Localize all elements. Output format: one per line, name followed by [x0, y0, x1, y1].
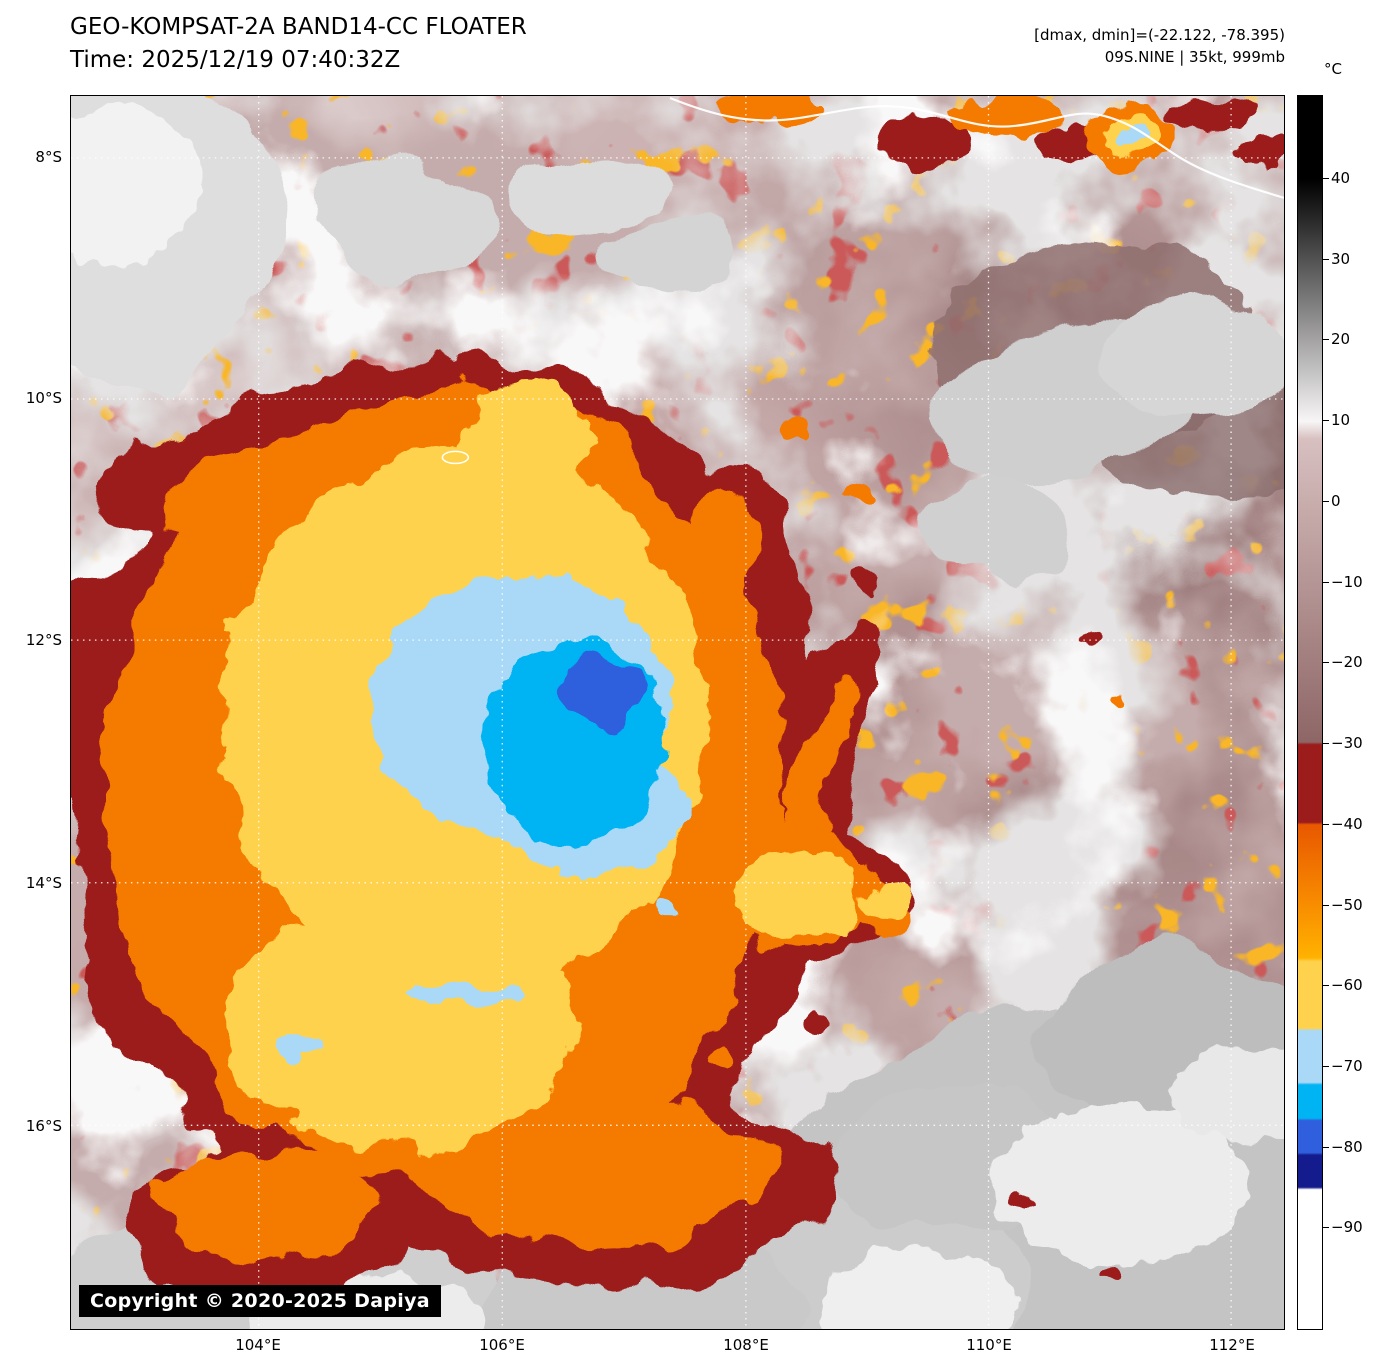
colorbar-tick-label: −10	[1322, 573, 1363, 591]
colorbar-tick-label: 40	[1321, 169, 1351, 187]
graticule	[71, 96, 1284, 1329]
colorbar-tick-label: −20	[1322, 653, 1363, 671]
colorbar-tick-label: −70	[1322, 1057, 1363, 1075]
satellite-ir-scene	[71, 96, 1284, 1329]
lon-tick-label: 106°E	[479, 1336, 525, 1354]
dmax-dmin-readout: [dmax, dmin]=(-22.122, -78.395)	[1034, 26, 1285, 44]
colorbar-tick-label: −40	[1322, 815, 1363, 833]
island-outline	[441, 450, 470, 465]
lat-tick-label: 14°S	[25, 874, 62, 892]
lat-tick-label: 8°S	[35, 148, 62, 166]
colorbar-tick-label: −30	[1322, 734, 1363, 752]
colorbar-tick-label: 30	[1321, 250, 1351, 268]
colorbar-tick-label: −50	[1322, 896, 1363, 914]
lon-tick-label: 104°E	[235, 1336, 281, 1354]
colorbar-tick-label: −80	[1322, 1138, 1363, 1156]
colorbar-tick-label: −60	[1322, 976, 1363, 994]
lon-tick-label: 108°E	[723, 1336, 769, 1354]
lon-tick-label: 112°E	[1209, 1336, 1255, 1354]
storm-readouts: [dmax, dmin]=(-22.122, -78.395) 09S.NINE…	[1034, 24, 1285, 68]
storm-info: 09S.NINE | 35kt, 999mb	[1104, 48, 1285, 66]
colorbar-unit-label: °C	[1324, 60, 1342, 78]
colorbar-tick-label: 0	[1322, 492, 1341, 510]
timestamp: Time: 2025/12/19 07:40:32Z	[70, 47, 401, 73]
lat-tick-label: 10°S	[25, 389, 62, 407]
copyright-badge: Copyright © 2020-2025 Dapiya	[79, 1285, 441, 1317]
product-title: GEO-KOMPSAT-2A BAND14-CC FLOATER	[70, 14, 527, 40]
colorbar-tick-label: −90	[1322, 1218, 1363, 1236]
temperature-colorbar	[1297, 95, 1323, 1330]
coastline	[441, 96, 1284, 465]
satellite-map: Copyright © 2020-2025 Dapiya	[70, 95, 1285, 1330]
colorbar-tick-label: 10	[1321, 411, 1351, 429]
lat-tick-label: 12°S	[25, 631, 62, 649]
colorbar-tick-label: 20	[1321, 330, 1351, 348]
lon-tick-label: 110°E	[966, 1336, 1012, 1354]
storm-coldest-core	[554, 657, 647, 729]
lat-tick-label: 16°S	[25, 1117, 62, 1135]
